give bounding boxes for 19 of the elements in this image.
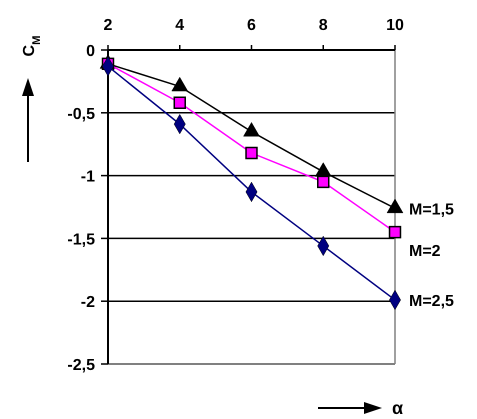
point (245, 146, 258, 160)
point (388, 226, 402, 238)
series-label: M=2 (409, 243, 441, 260)
x-tick-label: 2 (104, 17, 113, 34)
x-tick-label: 6 (247, 17, 256, 34)
point (317, 176, 330, 188)
y-tick-label: -1 (80, 168, 96, 186)
y-tick-label: 0 (86, 43, 96, 60)
y-tick-label: -0,5 (67, 106, 96, 123)
series-label: M=1,5 (409, 201, 454, 218)
y-tick-label: -2 (80, 294, 96, 312)
point (174, 96, 186, 109)
x-tick-label: 8 (318, 17, 328, 34)
y-tick-label: -1,5 (67, 231, 96, 248)
x-axis-title: α (392, 398, 404, 418)
series-label: M=2,5 (409, 292, 454, 310)
y-tick-label: -2,5 (67, 357, 96, 374)
x-tick-label: 10 (386, 17, 404, 34)
x-tick-label: 4 (175, 17, 184, 34)
